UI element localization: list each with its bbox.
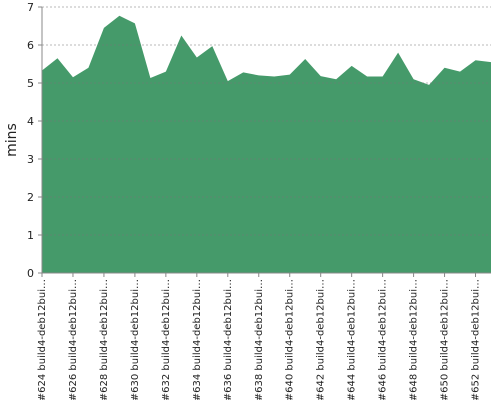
- x-tick-label: #628 build4-deb12bui…: [99, 279, 110, 400]
- y-tick-label: 2: [27, 191, 34, 204]
- x-tick-label: #624 build4-deb12bui…: [37, 279, 48, 400]
- area: [42, 15, 491, 274]
- x-tick-label: #650 build4-deb12bui…: [440, 279, 451, 400]
- y-tick-label: 0: [27, 267, 34, 280]
- x-tick-label: #644 build4-deb12bui…: [347, 279, 358, 400]
- y-tick-label: 4: [27, 115, 34, 128]
- y-tick-label: 6: [27, 39, 34, 52]
- x-tick-label: #638 build4-deb12bui…: [254, 279, 265, 400]
- x-tick-label: #636 build4-deb12bui…: [223, 279, 234, 400]
- x-tick-label: #632 build4-deb12bui…: [161, 279, 172, 400]
- y-axis-label: mins: [4, 123, 20, 157]
- x-tick-label: #642 build4-deb12bui…: [316, 279, 327, 400]
- x-tick-label: #646 build4-deb12bui…: [378, 279, 389, 400]
- y-tick-label: 5: [27, 77, 34, 90]
- y-tick-label: 1: [27, 229, 34, 242]
- x-tick-label: #652 build4-deb12bui…: [471, 279, 482, 400]
- y-tick-label: 3: [27, 153, 34, 166]
- x-tick-label: #630 build4-deb12bui…: [130, 279, 141, 400]
- x-tick-label: #640 build4-deb12bui…: [285, 279, 296, 400]
- y-tick-label: 7: [27, 1, 34, 14]
- x-tick-label: #626 build4-deb12bui…: [68, 279, 79, 400]
- x-tick-label: #648 build4-deb12bui…: [409, 279, 420, 400]
- x-tick-label: #634 build4-deb12bui…: [192, 279, 203, 400]
